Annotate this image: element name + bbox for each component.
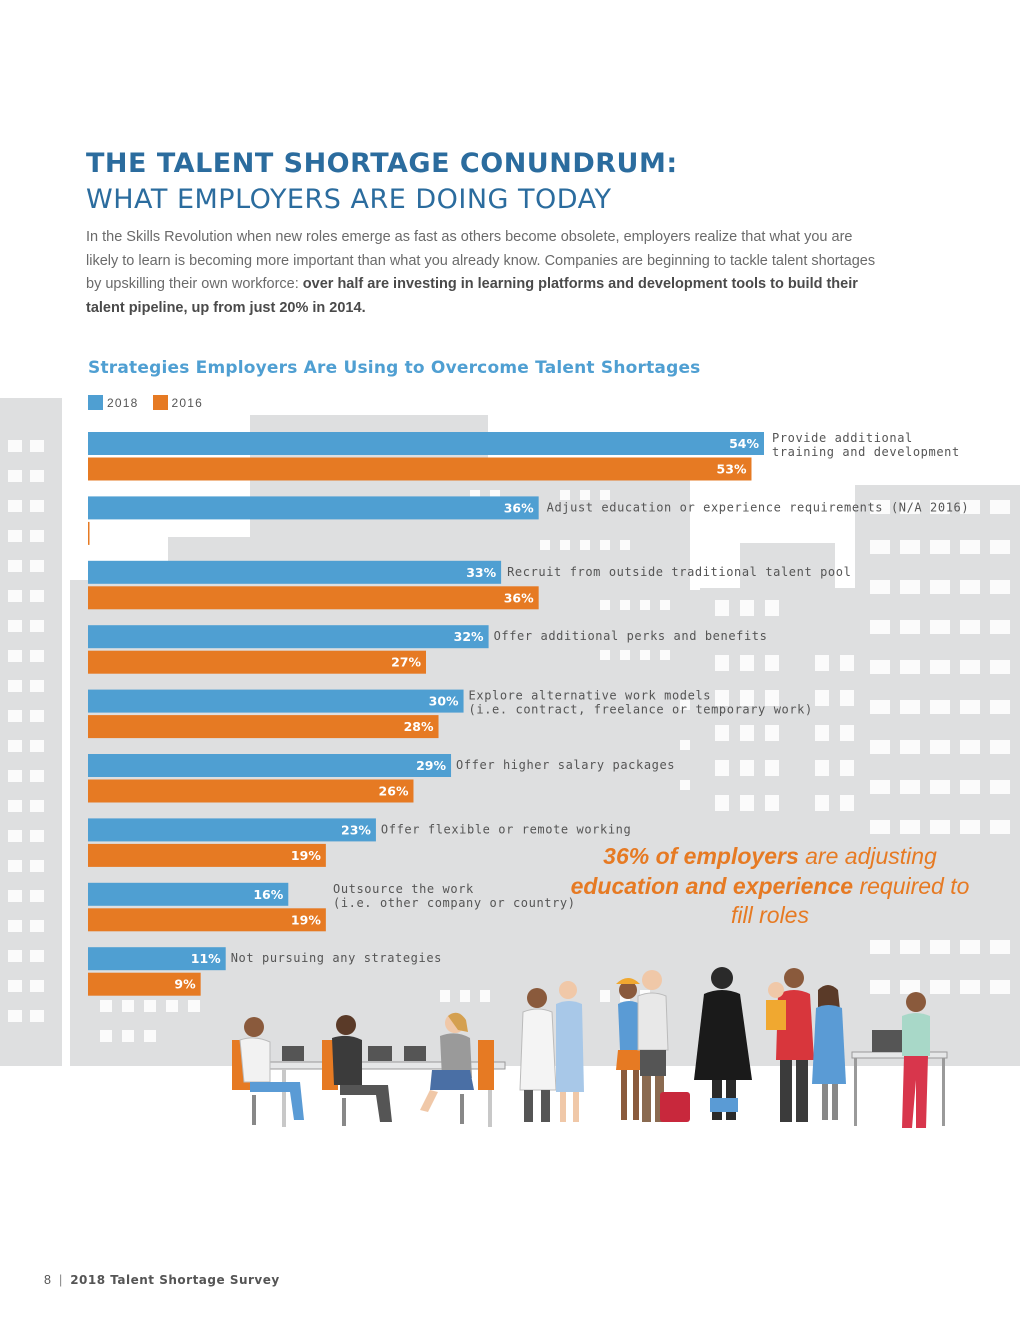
bar-2018-3: [88, 625, 489, 649]
bar-2016-8: [88, 972, 201, 996]
page-title: THE TALENT SHORTAGE CONUNDRUM:: [86, 148, 678, 179]
category-label-line: Not pursuing any strategies: [231, 951, 442, 965]
category-label-line: (i.e. other company or country): [333, 896, 576, 910]
publication-title: 2018 Talent Shortage Survey: [70, 1273, 280, 1287]
bar-value-label-2018-1: 36%: [504, 500, 534, 515]
callout-part2: are adjusting: [798, 843, 937, 869]
callout-part1: 36% of employers: [603, 843, 799, 869]
bar-2018-0: [88, 432, 764, 455]
bar-value-label-2016-2: 36%: [504, 590, 534, 605]
bar-2016-2: [88, 586, 539, 610]
category-label-line: Offer higher salary packages: [456, 758, 675, 772]
bar-2016-3: [88, 650, 426, 674]
office-desk-scene: [232, 1012, 506, 1127]
callout-part3: education and experience: [570, 872, 854, 899]
bar-2016-4: [88, 715, 439, 739]
category-label-line: Explore alternative work models: [469, 689, 712, 703]
bar-value-label-2018-3: 32%: [454, 629, 484, 644]
intro-highlight: over half are investing in learning plat…: [86, 276, 858, 316]
category-label-5: Offer higher salary packages: [456, 758, 675, 772]
category-label-line: (i.e. contract, freelance or temporary w…: [469, 703, 813, 717]
page-subtitle: WHAT EMPLOYERS ARE DOING TODAY: [86, 184, 612, 215]
page-footer: 8 | 2018 Talent Shortage Survey: [44, 1273, 280, 1287]
bar-value-label-2016-5: 26%: [379, 784, 409, 799]
category-label-line: training and development: [772, 445, 960, 459]
bar-value-label-2018-4: 30%: [429, 694, 459, 709]
bar-2016-1-na: [88, 521, 90, 545]
category-label-4: Explore alternative work models (i.e. con…: [469, 689, 813, 717]
bar-2016-7: [88, 908, 326, 932]
bar-value-label-2018-5: 29%: [416, 758, 446, 773]
bar-2018-6: [88, 818, 376, 842]
chart-legend: 2018 2016: [88, 395, 217, 410]
legend-item-2018: 2018: [88, 395, 139, 410]
bar-2016-6: [88, 843, 326, 867]
bar-value-label-2016-4: 28%: [404, 719, 434, 734]
bar-value-label-2016-7: 19%: [291, 912, 321, 927]
bar-2016-5: [88, 779, 414, 803]
category-label-line: Offer flexible or remote working: [381, 822, 631, 836]
category-label-line: Offer additional perks and benefits: [494, 629, 768, 643]
bar-value-label-2018-7: 16%: [253, 887, 283, 902]
callout-part4: required to fill roles: [731, 872, 970, 929]
standing-group: [519, 967, 948, 1128]
legend-item-2016: 2016: [152, 395, 204, 410]
callout-stat: 36% of employers are adjusting education…: [560, 842, 980, 931]
bar-value-label-2018-6: 23%: [341, 822, 371, 837]
bar-value-label-2016-0: 53%: [717, 462, 747, 477]
page-number: 8: [44, 1273, 51, 1287]
category-label-line: Provide additional: [772, 431, 913, 445]
category-label-6: Offer flexible or remote working: [381, 822, 631, 836]
bar-2018-1: [88, 496, 539, 520]
category-label-line: Adjust education or experience requireme…: [547, 500, 970, 514]
legend-swatch-2016: [152, 395, 168, 410]
category-label-1: Adjust education or experience requireme…: [547, 500, 970, 514]
footer-separator: |: [58, 1273, 63, 1287]
category-label-2: Recruit from outside traditional talent …: [507, 565, 851, 579]
bar-value-label-2016-8: 9%: [174, 977, 196, 992]
category-label-7: Outsource the work (i.e. other company or…: [333, 882, 576, 910]
bar-value-label-2016-6: 19%: [291, 848, 321, 863]
legend-label-2016: 2016: [171, 395, 203, 410]
bar-2018-2: [88, 560, 502, 584]
legend-swatch-2018: [88, 395, 103, 410]
bar-value-label-2018-0: 54%: [729, 436, 759, 451]
category-label-0: Provide additional training and developme…: [772, 431, 960, 459]
bar-2018-5: [88, 754, 452, 777]
intro-text: In the Skills Revolution when new roles …: [86, 229, 876, 292]
bar-value-label-2018-2: 33%: [466, 565, 496, 580]
bar-value-label-2016-3: 27%: [391, 655, 421, 670]
bar-2018-4: [88, 689, 464, 713]
legend-label-2018: 2018: [107, 395, 139, 410]
chart-title: Strategies Employers Are Using to Overco…: [88, 358, 701, 378]
category-label-8: Not pursuing any strategies: [231, 951, 442, 965]
intro-paragraph: In the Skills Revolution when new roles …: [86, 226, 886, 320]
bar-2018-8: [88, 947, 226, 971]
category-label-line: Outsource the work: [333, 882, 474, 896]
bar-2018-7: [88, 882, 289, 906]
category-label-line: Recruit from outside traditional talent …: [507, 565, 851, 579]
category-label-3: Offer additional perks and benefits: [494, 629, 768, 643]
bar-2016-0: [88, 457, 752, 481]
bar-value-label-2018-8: 11%: [191, 951, 221, 966]
